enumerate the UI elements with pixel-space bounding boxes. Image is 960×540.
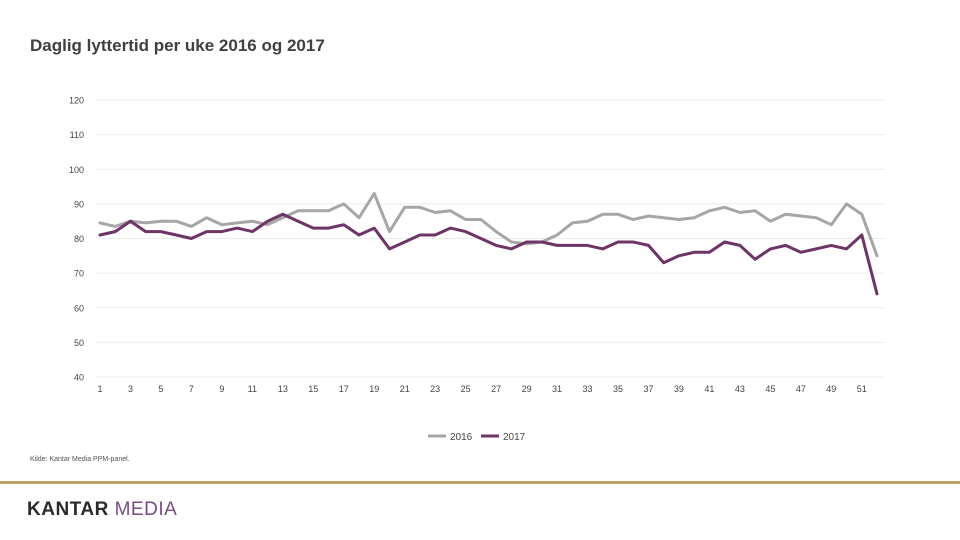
- x-tick-label: 37: [643, 384, 653, 394]
- x-tick-label: 43: [735, 384, 745, 394]
- x-tick-label: 49: [826, 384, 836, 394]
- legend-label-2017: 2017: [503, 432, 526, 443]
- y-tick-label: 60: [74, 303, 84, 313]
- x-tick-label: 13: [278, 384, 288, 394]
- legend-label-2016: 2016: [450, 432, 473, 443]
- y-tick-label: 70: [74, 269, 84, 279]
- x-tick-label: 31: [552, 384, 562, 394]
- kantar-media-logo: KANTAR MEDIA: [27, 499, 177, 521]
- x-tick-label: 15: [308, 384, 318, 394]
- x-tick-label: 9: [219, 384, 224, 394]
- x-tick-label: 19: [369, 384, 379, 394]
- x-tick-label: 29: [522, 384, 532, 394]
- logo-kantar: KANTAR: [27, 499, 109, 520]
- x-tick-label: 47: [796, 384, 806, 394]
- x-tick-label: 25: [461, 384, 471, 394]
- y-tick-label: 110: [70, 130, 84, 140]
- x-tick-label: 35: [613, 384, 623, 394]
- x-tick-label: 17: [339, 384, 349, 394]
- series-line-2016: [98, 192, 879, 258]
- x-tick-label: 11: [248, 384, 257, 394]
- y-tick-label: 120: [69, 96, 84, 106]
- y-tick-label: 50: [74, 338, 84, 348]
- x-tick-label: 45: [765, 384, 775, 394]
- x-tick-label: 27: [491, 384, 501, 394]
- x-tick-label: 1: [97, 384, 102, 394]
- source-note: Kilde: Kantar Media PPM-panel.: [30, 456, 130, 463]
- x-tick-label: 33: [583, 384, 593, 394]
- y-tick-label: 100: [69, 165, 84, 175]
- x-tick-label: 41: [704, 384, 714, 394]
- y-tick-label: 80: [74, 234, 84, 244]
- chart-title: Daglig lyttertid per uke 2016 og 2017: [30, 36, 325, 55]
- x-tick-label: 5: [158, 384, 163, 394]
- series-line-2017: [98, 212, 879, 296]
- y-tick-label: 40: [74, 373, 84, 383]
- x-tick-label: 23: [430, 384, 440, 394]
- x-tick-label: 21: [400, 384, 410, 394]
- logo-media: MEDIA: [114, 499, 178, 520]
- x-tick-label: 3: [128, 384, 133, 394]
- x-tick-label: 51: [857, 384, 867, 394]
- y-tick-label: 90: [74, 199, 84, 209]
- x-tick-label: 39: [674, 384, 684, 394]
- x-tick-label: 7: [189, 384, 194, 394]
- divider-line: [0, 481, 960, 484]
